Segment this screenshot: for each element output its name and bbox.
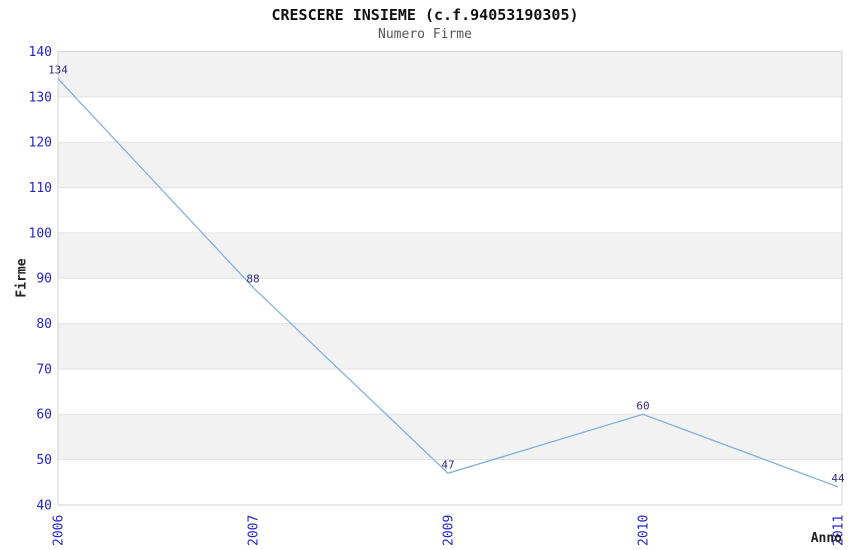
y-tick-label: 110: [29, 181, 52, 196]
y-axis-title: Firme: [14, 258, 30, 298]
data-line: [57, 78, 839, 488]
y-tick-label: 120: [29, 136, 52, 151]
y-tick-label: 80: [36, 317, 52, 332]
y-tick-label: 40: [36, 498, 52, 513]
y-tick-label: 90: [36, 272, 52, 287]
x-tick-label: 2006: [51, 515, 66, 546]
data-point-label: 60: [636, 399, 649, 412]
data-point-label: 44: [831, 472, 845, 485]
x-tick-label: 2011: [831, 515, 846, 546]
plot-band-gray: [58, 142, 842, 188]
x-axis-title: Anno: [810, 531, 842, 546]
chart-title: CRESCERE INSIEME (c.f.94053190305): [271, 6, 579, 24]
y-tick-label: 100: [29, 226, 52, 241]
y-tick-label: 130: [29, 90, 52, 105]
plot-band-gray: [58, 414, 842, 460]
x-tick-label: 2007: [246, 515, 261, 546]
plot-band-white: [58, 187, 842, 233]
chart-subtitle: Numero Firme: [378, 27, 472, 42]
plot-border: [57, 51, 843, 506]
y-tick-label: 70: [36, 362, 52, 377]
data-point-label: 88: [246, 272, 259, 285]
plot-band-gray: [58, 51, 842, 97]
y-tick-label: 50: [36, 453, 52, 468]
plot-band-white: [58, 459, 842, 505]
plot-band-white: [58, 278, 842, 324]
y-tick-label: 60: [36, 408, 52, 423]
plot-band-white: [58, 96, 842, 143]
x-tick-label: 2009: [441, 515, 456, 546]
plot-band-white: [58, 368, 842, 415]
data-point-label: 134: [48, 64, 68, 77]
plot-band-gray: [58, 232, 842, 279]
data-point-label: 47: [441, 458, 454, 471]
y-tick-label: 140: [29, 45, 52, 60]
plot-band-gray: [58, 323, 842, 369]
x-tick-label: 2010: [636, 515, 651, 546]
